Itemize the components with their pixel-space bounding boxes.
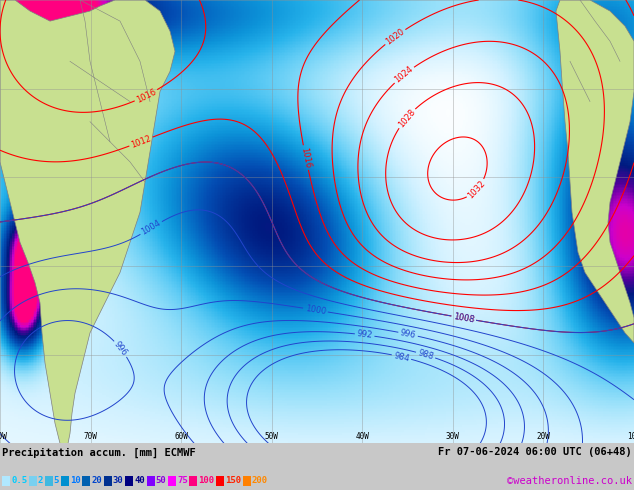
Bar — [45, 476, 53, 486]
Bar — [146, 476, 155, 486]
Text: 30: 30 — [113, 476, 124, 486]
Text: 20W: 20W — [536, 433, 550, 441]
Text: 1004: 1004 — [140, 219, 162, 237]
Text: 80W: 80W — [0, 433, 7, 441]
Bar — [61, 476, 69, 486]
Polygon shape — [0, 0, 175, 443]
Text: 60W: 60W — [174, 433, 188, 441]
Text: 1016: 1016 — [299, 147, 313, 169]
Text: 1028: 1028 — [396, 107, 417, 129]
Bar — [104, 476, 112, 486]
Text: 30W: 30W — [446, 433, 460, 441]
Text: 1020: 1020 — [384, 27, 406, 47]
Text: 100: 100 — [198, 476, 214, 486]
Text: 1024: 1024 — [393, 65, 415, 85]
Text: 1032: 1032 — [466, 178, 488, 200]
Text: 10W: 10W — [627, 433, 634, 441]
Text: 996: 996 — [112, 340, 129, 358]
Text: ©weatheronline.co.uk: ©weatheronline.co.uk — [507, 476, 632, 486]
Text: 10: 10 — [70, 476, 81, 486]
Text: Fr 07-06-2024 06:00 UTC (06+48): Fr 07-06-2024 06:00 UTC (06+48) — [438, 447, 632, 458]
Text: 0.5: 0.5 — [11, 476, 27, 486]
Text: 150: 150 — [225, 476, 241, 486]
Text: 40W: 40W — [355, 433, 369, 441]
Text: 984: 984 — [392, 351, 410, 363]
Bar — [243, 476, 250, 486]
Text: 5: 5 — [54, 476, 59, 486]
Text: 50W: 50W — [265, 433, 279, 441]
Text: 1000: 1000 — [304, 304, 327, 316]
Bar — [125, 476, 133, 486]
Text: 1012: 1012 — [129, 134, 152, 149]
Text: 70W: 70W — [84, 433, 98, 441]
Bar — [216, 476, 224, 486]
Bar — [2, 476, 10, 486]
Text: 1016: 1016 — [134, 87, 158, 104]
Text: 40: 40 — [134, 476, 145, 486]
Text: 1008: 1008 — [453, 312, 475, 324]
Polygon shape — [556, 0, 634, 343]
Text: Precipitation accum. [mm] ECMWF: Precipitation accum. [mm] ECMWF — [2, 447, 196, 458]
Text: 988: 988 — [417, 348, 434, 362]
Bar — [190, 476, 197, 486]
Text: 20: 20 — [91, 476, 102, 486]
Text: 200: 200 — [252, 476, 268, 486]
Text: 2: 2 — [37, 476, 43, 486]
Text: 1008: 1008 — [453, 312, 475, 324]
Text: 75: 75 — [177, 476, 188, 486]
Text: 992: 992 — [356, 329, 373, 341]
Bar — [82, 476, 91, 486]
Bar — [29, 476, 37, 486]
Text: 996: 996 — [399, 328, 417, 340]
Bar — [168, 476, 176, 486]
Text: 50: 50 — [155, 476, 166, 486]
